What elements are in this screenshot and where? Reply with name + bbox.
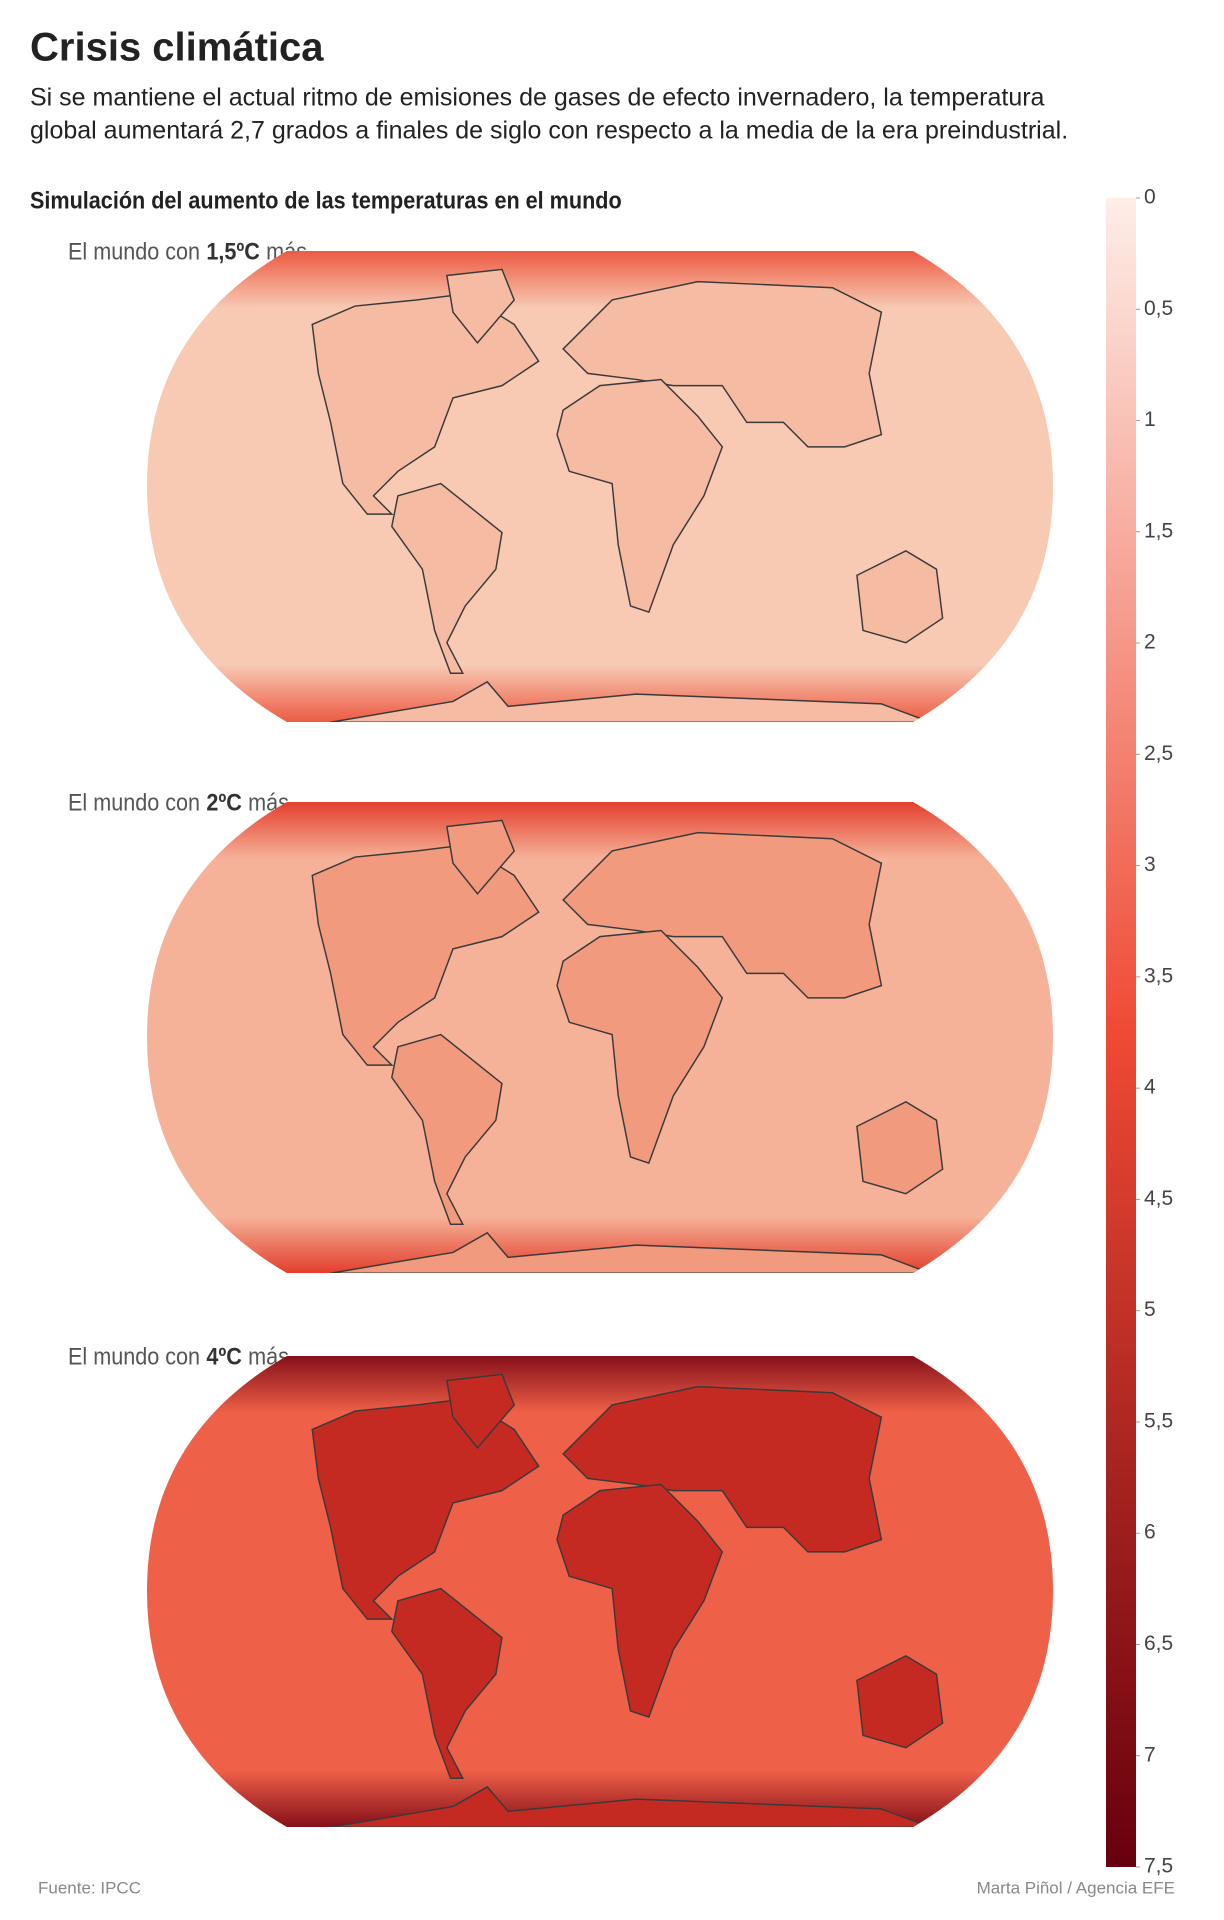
- colorbar-gradient: [1106, 198, 1136, 1867]
- map-label: El mundo con 1,5ºC más: [68, 237, 307, 264]
- tick-label: 7,5: [1144, 1855, 1173, 1878]
- heading: Simulación del aumento de las temperatur…: [30, 186, 622, 213]
- tick-label: 2: [1144, 631, 1156, 654]
- label-bold: 2ºC: [206, 788, 242, 815]
- title: Crisis climática: [30, 26, 324, 70]
- tick-label: 6: [1144, 1521, 1156, 1544]
- label-bold: 1,5ºC: [206, 237, 260, 264]
- world-map: [147, 251, 1053, 722]
- tick-label: 4: [1144, 1076, 1156, 1099]
- tick-label: 5,5: [1144, 1409, 1173, 1432]
- subtitle: Si se mantiene el actual ritmo de emisio…: [30, 84, 1045, 112]
- tick-label: 6,5: [1144, 1632, 1173, 1655]
- label-bold: 4ºC: [206, 1342, 242, 1369]
- tick-label: 2,5: [1144, 742, 1173, 765]
- world-map: [147, 1356, 1053, 1827]
- label-text: El mundo con: [68, 1342, 200, 1369]
- subtitle: global aumentará 2,7 grados a finales de…: [30, 117, 1068, 145]
- label-text: El mundo con: [68, 237, 200, 264]
- tick-label: 4,5: [1144, 1187, 1173, 1210]
- map-label: El mundo con 4ºC más: [68, 1342, 289, 1369]
- source: Fuente: IPCC: [38, 1878, 141, 1897]
- tick-label: 3: [1144, 853, 1156, 876]
- tick-label: 0,5: [1144, 297, 1173, 320]
- tick-label: 5: [1144, 1298, 1156, 1321]
- tick-label: 7: [1144, 1743, 1156, 1766]
- colorbar: 0 0,5 1 1,5 2 2,5 3 3,5 4 4,5 5 5,5 6 6,5 7 7,5: [1106, 186, 1173, 1878]
- map-label: El mundo con 2ºC más: [68, 788, 289, 815]
- tick-label: 3,5: [1144, 964, 1173, 987]
- tick-label: 1,5: [1144, 519, 1173, 542]
- tick-label: 0: [1144, 186, 1156, 209]
- label-text: El mundo con: [68, 788, 200, 815]
- tick-label: 1: [1144, 408, 1156, 431]
- world-map: [147, 802, 1053, 1273]
- credit: Marta Piñol / Agencia EFE: [977, 1878, 1175, 1897]
